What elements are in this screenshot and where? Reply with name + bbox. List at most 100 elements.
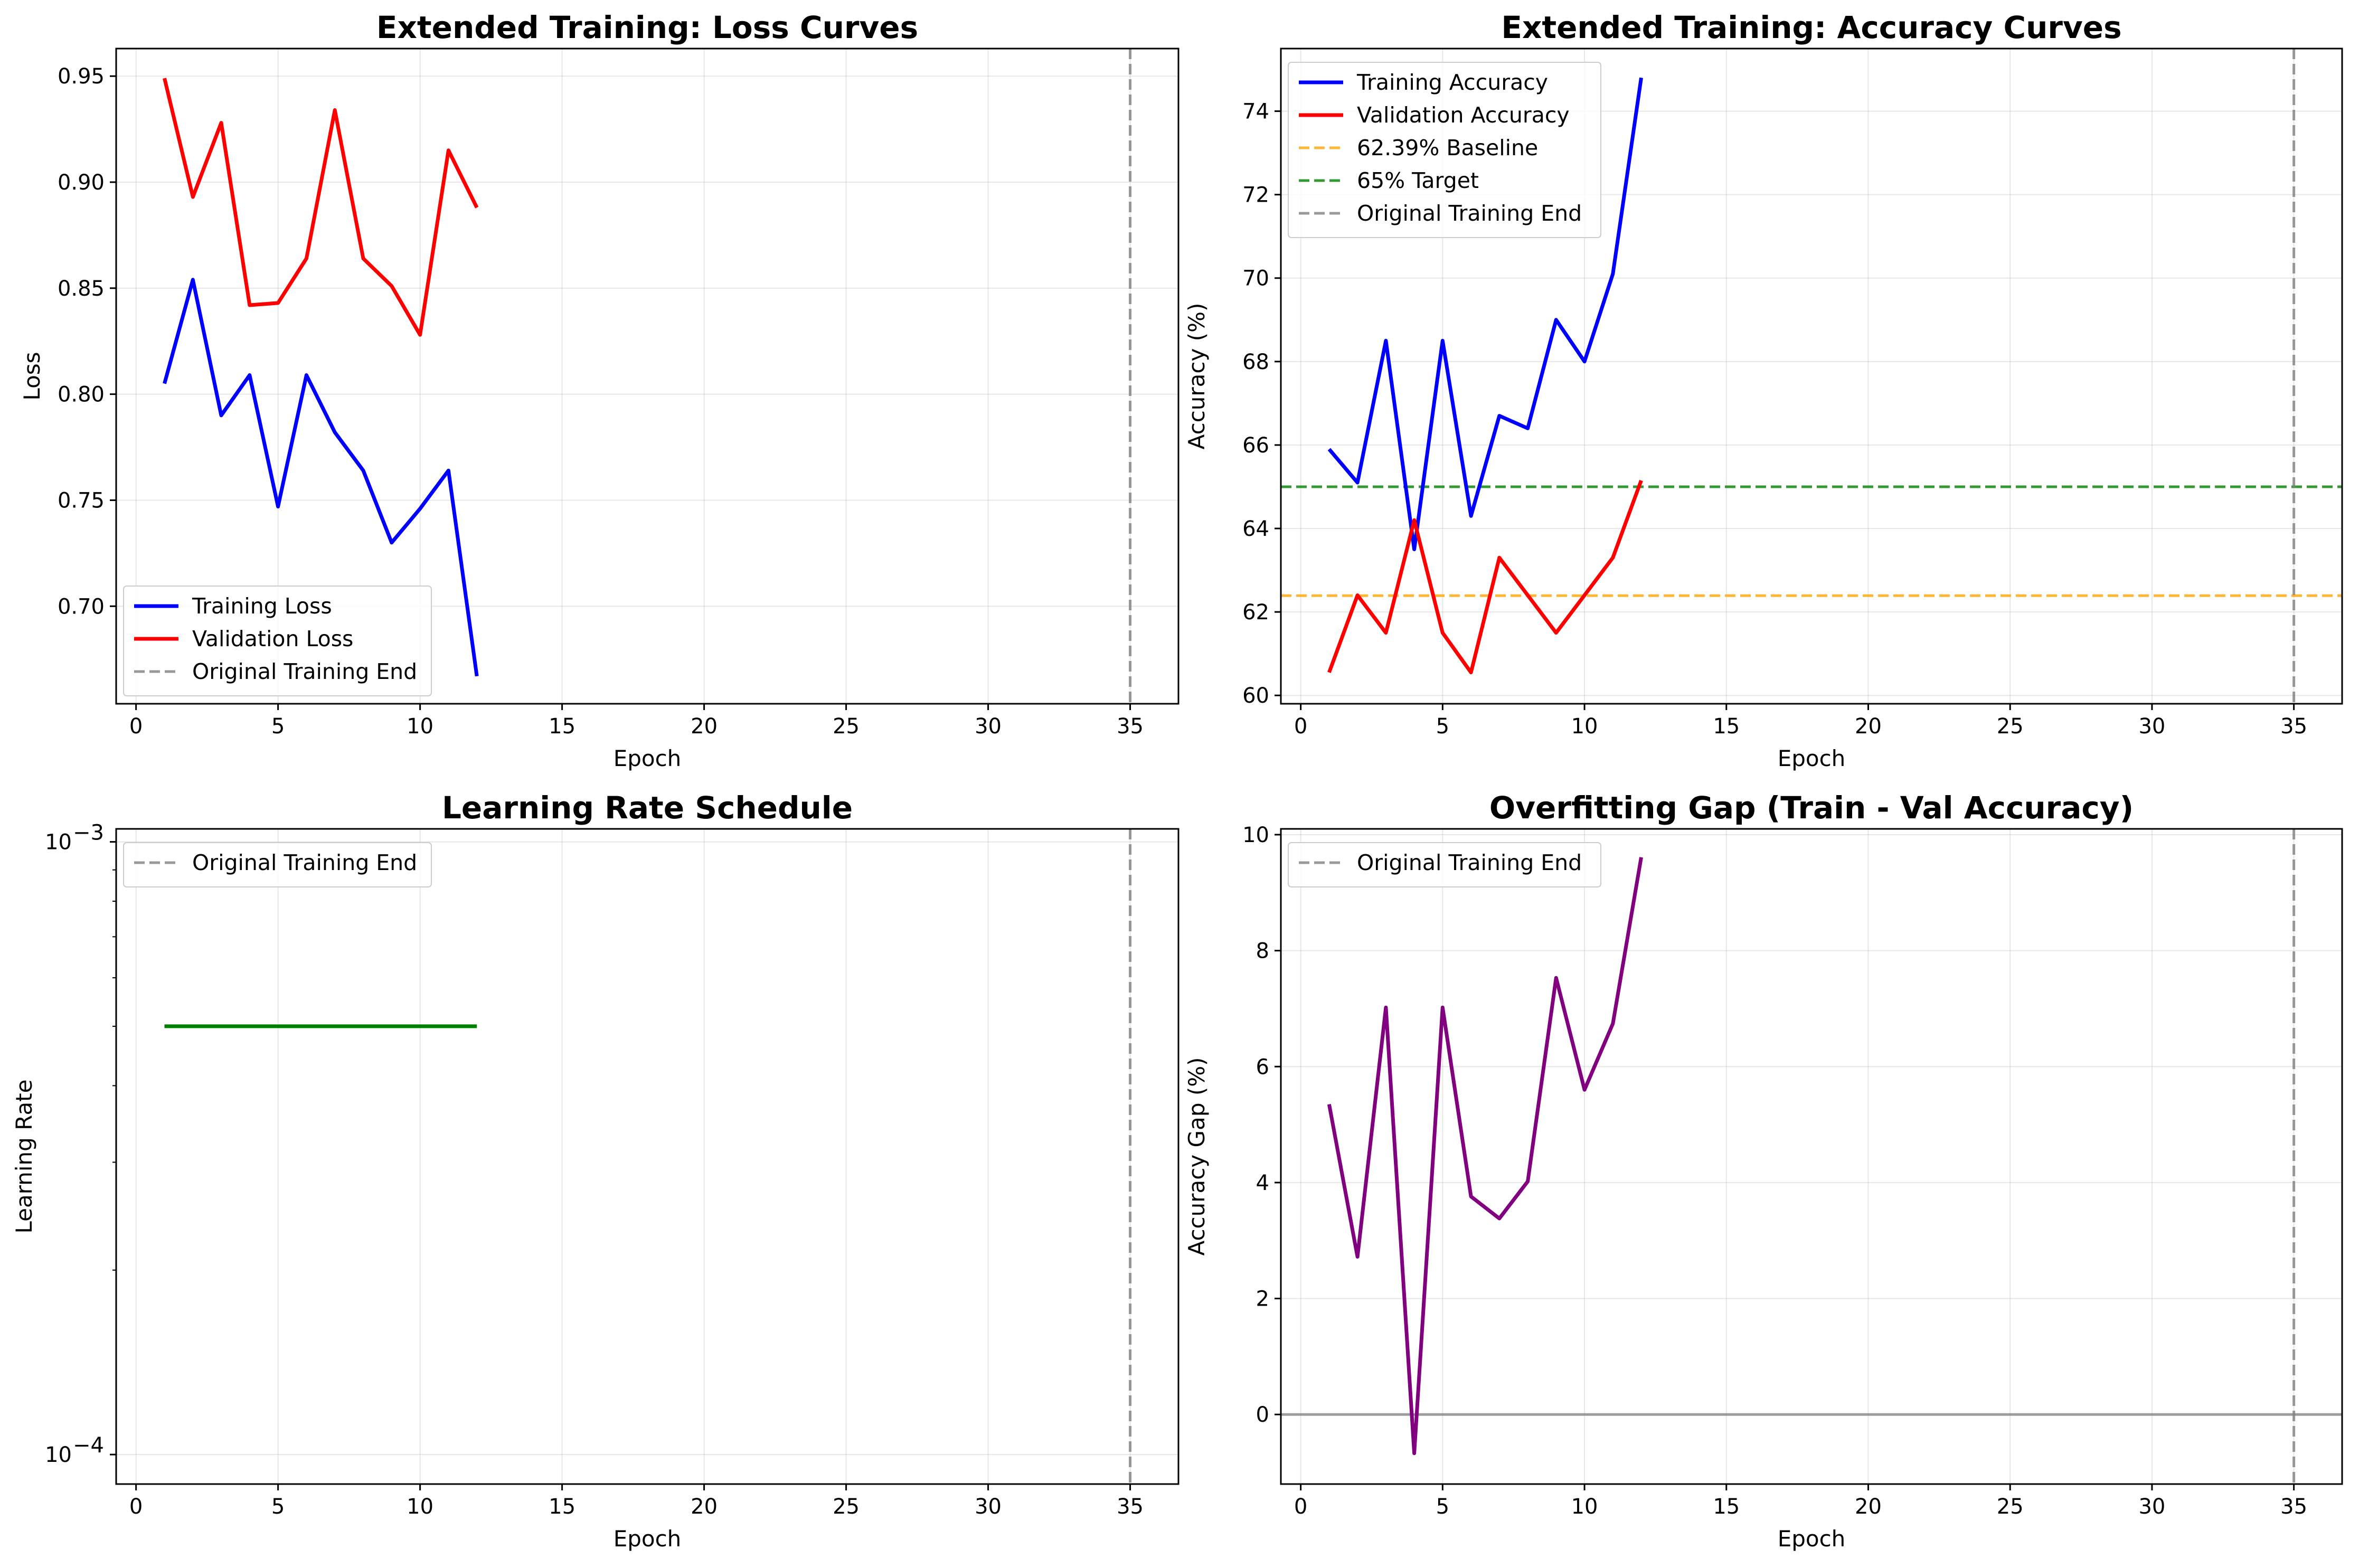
legend-label: Training Accuracy — [1356, 70, 1548, 95]
legend: Training Loss Validation Loss Original Tra… — [123, 585, 432, 696]
y-tick-label: 68 — [1242, 350, 1269, 374]
x-tick-label: 20 — [1855, 714, 1882, 739]
grid — [116, 49, 1178, 704]
chart-title: Learning Rate Schedule — [442, 790, 853, 826]
x-tick-label: 35 — [1117, 1495, 1144, 1519]
x-tick-label: 30 — [2138, 714, 2165, 739]
x-tick-label: 35 — [1117, 714, 1144, 739]
chart-panel-2: 0 5 10 15 20 25 30 35 60 62 64 66 68 70 72 74 Extended T… — [1184, 10, 2343, 771]
y-axis-label: Accuracy Gap (%) — [1184, 1057, 1210, 1255]
legend: Original Training End — [123, 842, 432, 887]
y-axis-label: Accuracy (%) — [1184, 303, 1210, 450]
x-tick-label: 5 — [271, 1495, 285, 1519]
y-tick-label: 0.95 — [58, 64, 105, 89]
x-axis-label: Epoch — [614, 745, 682, 771]
x-tick-label: 25 — [833, 714, 860, 739]
axes-frame — [1280, 48, 2343, 705]
x-axis-label: Epoch — [614, 1526, 682, 1552]
series-line-1 — [163, 278, 479, 677]
y-tick-label: 0.70 — [58, 594, 105, 619]
y-tick-label: 0.85 — [58, 277, 105, 301]
x-tick-label: 30 — [975, 1495, 1002, 1519]
x-axis-label: Epoch — [1778, 1526, 1846, 1552]
y-tick-label: 0 — [1256, 1403, 1269, 1427]
y-tick-label: 4 — [1256, 1171, 1269, 1195]
x-tick-label: 30 — [2138, 1495, 2165, 1519]
x-tick-label: 20 — [1855, 1495, 1882, 1519]
legend-label: 65% Target — [1357, 168, 1479, 193]
x-tick-label: 20 — [691, 1495, 718, 1519]
legend-box — [1288, 62, 1601, 238]
series-line-1 — [1327, 77, 1643, 551]
x-tick-label: 5 — [1436, 714, 1449, 739]
y-tick-label: 10 — [45, 830, 72, 855]
legend-label: Original Training End — [1357, 201, 1582, 226]
x-tick-label: 5 — [1436, 1495, 1449, 1519]
x-tick-label: 10 — [407, 1495, 433, 1519]
x-tick-label: 20 — [691, 714, 718, 739]
legend: Training Accuracy Validation Accuracy 62.3… — [1288, 62, 1601, 238]
legend-label: Original Training End — [1357, 850, 1582, 875]
x-tick-label: 0 — [1294, 1495, 1307, 1519]
x-tick-label: 25 — [1997, 1495, 2024, 1519]
x-tick-label: 0 — [129, 1495, 143, 1519]
y-tick-label: 60 — [1242, 684, 1269, 708]
y-tick-label: 0.90 — [58, 171, 105, 195]
y-tick-label: 10 — [45, 1443, 72, 1467]
y-tick-label: 64 — [1242, 517, 1269, 541]
chart-panel-1: 0 5 10 15 20 25 30 35 0.70 0.75 0.80 0.85 0.90 0.95 Ex… — [19, 10, 1180, 771]
legend-box — [123, 585, 432, 696]
y-tick-label: 2 — [1256, 1287, 1269, 1311]
chart-title: Extended Training: Accuracy Curves — [1501, 10, 2121, 45]
y-tick-label: 66 — [1242, 433, 1269, 458]
x-tick-label: 15 — [1713, 714, 1740, 739]
legend-label: Validation Accuracy — [1357, 102, 1570, 128]
grid — [1281, 829, 2342, 1484]
x-tick-label: 0 — [1294, 714, 1307, 739]
chart-title: Overfitting Gap (Train - Val Accuracy) — [1489, 790, 2134, 826]
series-line-2 — [163, 78, 479, 337]
x-tick-label: 10 — [1571, 714, 1598, 739]
y-tick-label: 10 — [1242, 823, 1269, 847]
x-tick-label: 35 — [2280, 1495, 2307, 1519]
legend-box — [1288, 842, 1601, 887]
x-axis-label: Epoch — [1778, 745, 1846, 771]
legend-label: Training Loss — [192, 593, 332, 619]
y-tick-label: 8 — [1256, 939, 1269, 964]
axes-frame — [115, 48, 1180, 705]
chart-panel-4: 0 5 10 15 20 25 30 35 0 2 4 6 8 10 Overfitting Gap (Tr… — [1184, 790, 2343, 1552]
y-tick-label: 74 — [1242, 100, 1269, 124]
axes-frame — [115, 828, 1180, 1485]
legend-label: Original Training End — [192, 850, 417, 875]
legend: Original Training End — [1288, 842, 1601, 887]
x-tick-label: 10 — [1571, 1495, 1598, 1519]
x-tick-label: 0 — [129, 714, 143, 739]
y-tick-label: 0.80 — [58, 383, 105, 407]
y-axis-label: Loss — [19, 352, 45, 400]
chart-title: Extended Training: Loss Curves — [376, 10, 918, 45]
y-tick-label: 72 — [1242, 183, 1269, 207]
y-axis-label: Learning Rate — [11, 1080, 37, 1234]
legend-box — [123, 842, 432, 887]
legend-label: 62.39% Baseline — [1357, 135, 1538, 160]
legend-label: Validation Loss — [192, 626, 353, 651]
x-tick-label: 15 — [549, 714, 575, 739]
y-tick-label: 0.75 — [58, 488, 105, 513]
x-tick-label: 35 — [2280, 714, 2307, 739]
x-tick-label: 15 — [549, 1495, 575, 1519]
series-line-2 — [1327, 479, 1643, 675]
x-tick-label: 10 — [407, 714, 433, 739]
x-tick-label: 15 — [1713, 1495, 1740, 1519]
y-tick-label: 70 — [1242, 267, 1269, 291]
legend-label: Original Training End — [192, 659, 417, 684]
y-tick-exponent: −3 — [73, 821, 104, 845]
x-tick-label: 5 — [271, 714, 285, 739]
grid — [116, 829, 1178, 1484]
x-tick-label: 25 — [833, 1495, 860, 1519]
series-line-1 — [1327, 857, 1643, 1456]
x-tick-label: 30 — [975, 714, 1002, 739]
y-tick-label: 6 — [1256, 1055, 1269, 1079]
y-tick-label: 62 — [1242, 600, 1269, 625]
